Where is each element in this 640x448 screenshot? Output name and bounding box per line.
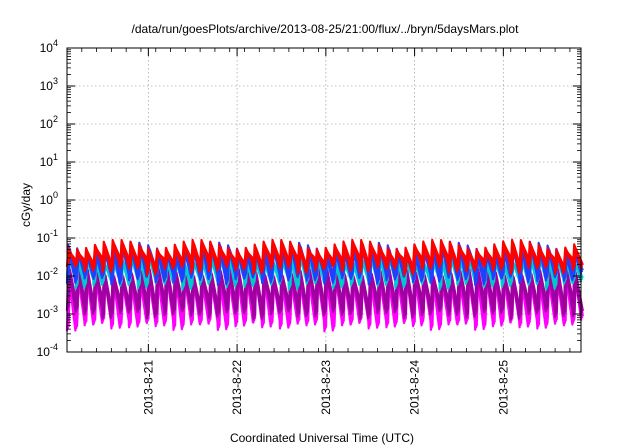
y-tick-label: 10-3 <box>37 304 58 321</box>
y-axis-label: cGy/day <box>19 183 33 227</box>
chart-title: /data/run/goesPlots/archive/2013-08-25/2… <box>132 22 520 36</box>
series-line <box>67 267 584 317</box>
series-line <box>67 243 584 272</box>
y-tick-label: 10-1 <box>37 228 58 245</box>
y-tick-label: 104 <box>40 38 58 55</box>
y-tick-label: 10-2 <box>37 266 58 283</box>
y-tick-label: 100 <box>40 190 58 207</box>
x-tick-label: 2013-8-21 <box>141 360 155 415</box>
x-axis: 2013-8-21 2013-8-22 2013-8-23 2013-8-24 2013… <box>66 48 571 415</box>
x-tick-label: 2013-8-22 <box>230 360 244 415</box>
x-tick-label: 2013-8-23 <box>319 360 333 415</box>
y-tick-label: 10-4 <box>37 342 58 359</box>
series-bands <box>65 238 584 333</box>
y-axis: 10-4 10-3 10-2 10-1 100 101 102 103 104 <box>37 38 581 359</box>
y-tick-label: 101 <box>40 152 58 169</box>
y-tick-label: 102 <box>40 114 58 131</box>
x-axis-label: Coordinated Universal Time (UTC) <box>230 431 414 445</box>
y-tick-label: 103 <box>40 76 58 93</box>
x-tick-label: 2013-8-25 <box>496 360 510 415</box>
x-tick-label: 2013-8-24 <box>408 360 422 415</box>
